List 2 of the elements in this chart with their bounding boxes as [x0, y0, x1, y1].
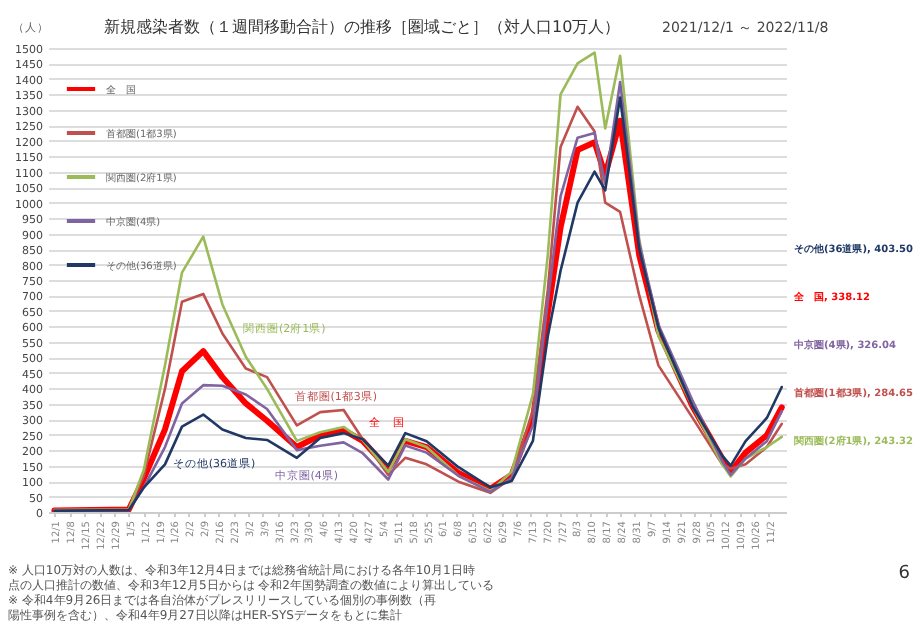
- chart-title: 新規感染者数（１週間移動合計）の推移［圏域ごと］（対人口10万人）: [104, 18, 621, 36]
- text: 6: [898, 564, 911, 584]
